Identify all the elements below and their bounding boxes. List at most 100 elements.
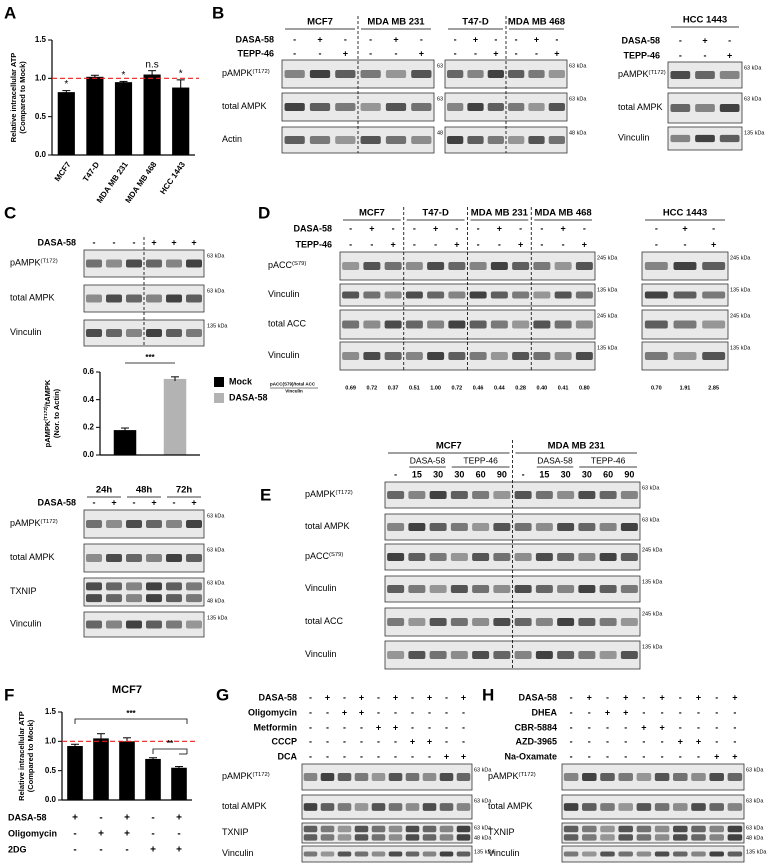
- treatment-sign: -: [697, 707, 700, 717]
- treatment-sign: -: [394, 707, 397, 717]
- blot-band: [186, 259, 202, 268]
- treatment-sign: +: [461, 751, 466, 761]
- blot-band: [126, 582, 142, 591]
- blot-band: [186, 620, 202, 629]
- row-label: pACC(S79): [305, 551, 343, 561]
- blot-band: [467, 70, 484, 78]
- blot-band: [535, 553, 553, 561]
- blot-band: [86, 620, 102, 629]
- treatment-sign: -: [428, 751, 431, 761]
- treatment-sign: +: [454, 239, 459, 249]
- blot-band: [620, 618, 638, 626]
- x-tick-label: HCC 1443: [158, 160, 187, 196]
- treatment-sign: -: [733, 736, 736, 746]
- row-label: TXNIP: [488, 827, 515, 837]
- blot-band: [493, 491, 511, 499]
- blot-band: [335, 136, 356, 144]
- panel-letter: F: [4, 685, 14, 704]
- treatment-sign: -: [445, 736, 448, 746]
- bar: [57, 92, 75, 155]
- blot-band: [695, 71, 715, 79]
- bar: [113, 430, 137, 455]
- row-label-part: total AMPK: [488, 801, 533, 811]
- blot-band: [166, 294, 182, 303]
- blot-band: [472, 618, 490, 626]
- treatment-sign: -: [392, 223, 395, 233]
- kda-marker: 245 kDa: [642, 611, 663, 617]
- blot-band: [284, 70, 305, 78]
- blot-band: [456, 825, 471, 833]
- kda-marker: 135 kDa: [730, 287, 751, 293]
- treatment-sign: -: [515, 48, 518, 58]
- blot-band: [709, 825, 724, 833]
- treatment-sign: -: [642, 736, 645, 746]
- row-label-part: Vinculin: [10, 327, 41, 337]
- blot-band: [514, 618, 532, 626]
- treatment-sign: -: [99, 845, 102, 856]
- row-label-part: Vinculin: [488, 848, 519, 858]
- treatment-sign: -: [349, 239, 352, 249]
- treatment-sign: -: [540, 239, 543, 249]
- blot-band: [371, 773, 386, 781]
- treatment-sign: -: [715, 707, 718, 717]
- row-label-part: (T172): [253, 772, 270, 778]
- blot-band: [387, 491, 405, 499]
- treatment-sign: +: [393, 722, 398, 732]
- blot-band: [673, 291, 697, 299]
- treatment-sign: -: [133, 497, 136, 507]
- blot-band: [600, 834, 615, 841]
- treatment-sign: -: [697, 722, 700, 732]
- blot-band: [533, 291, 551, 299]
- row-label-part: pAMPK: [305, 489, 336, 499]
- blot-band: [126, 554, 142, 562]
- treatment-sign: -: [679, 722, 682, 732]
- blot-band: [490, 262, 508, 270]
- blot-band: [582, 834, 597, 841]
- blot-band: [408, 553, 426, 561]
- treatment-sign: -: [394, 469, 397, 479]
- blot-band: [472, 585, 490, 593]
- treatment-sign: -: [519, 223, 522, 233]
- treatment-sign: +: [427, 692, 432, 702]
- blot-band: [384, 320, 402, 329]
- blot-band: [106, 259, 122, 268]
- treatment-name: Oligomycin: [8, 828, 57, 838]
- treatment-sign: -: [642, 692, 645, 702]
- blot-band: [405, 851, 420, 857]
- treatment-sign: +: [518, 239, 523, 249]
- blot-band: [554, 320, 572, 329]
- blot-band: [186, 582, 202, 591]
- treatment-sign: +: [150, 845, 156, 856]
- row-label-part: total AMPK: [618, 102, 663, 112]
- treatment-sign: +: [678, 736, 683, 746]
- blot-band: [578, 618, 596, 626]
- y-axis-label-part: Relative intracellular ATP: [9, 53, 18, 143]
- kda-marker: 135 kDa: [207, 323, 228, 329]
- kda-marker: 245 kDa: [730, 255, 751, 261]
- blot-band: [599, 553, 617, 561]
- blot-band: [636, 773, 652, 781]
- blot-band: [388, 851, 403, 857]
- treatment-name: CCCP: [271, 736, 297, 746]
- blot-band: [371, 803, 386, 811]
- blot-band: [582, 825, 597, 833]
- treatment-sign: -: [413, 223, 416, 233]
- y-axis-label: pAMPK(T172)/tAMPK: [43, 379, 52, 447]
- row-label: total ACC: [268, 319, 307, 329]
- blot-band: [342, 291, 360, 299]
- blot-band: [450, 651, 468, 659]
- blot-band: [472, 553, 490, 561]
- blot-band: [166, 520, 182, 528]
- treatment-sign: +: [390, 239, 395, 249]
- significance: ***: [145, 353, 155, 362]
- treatment-sign: -: [555, 34, 558, 44]
- ratio-value: 0.40: [537, 385, 548, 391]
- treatment-name: DASA-58: [258, 692, 297, 702]
- treatment-sign: +: [711, 239, 716, 249]
- blot-band: [303, 834, 318, 841]
- blot-band: [166, 554, 182, 562]
- bar: [119, 741, 135, 800]
- blot-band: [408, 523, 426, 531]
- blot-band: [618, 851, 633, 857]
- treatment-sign: -: [684, 239, 687, 249]
